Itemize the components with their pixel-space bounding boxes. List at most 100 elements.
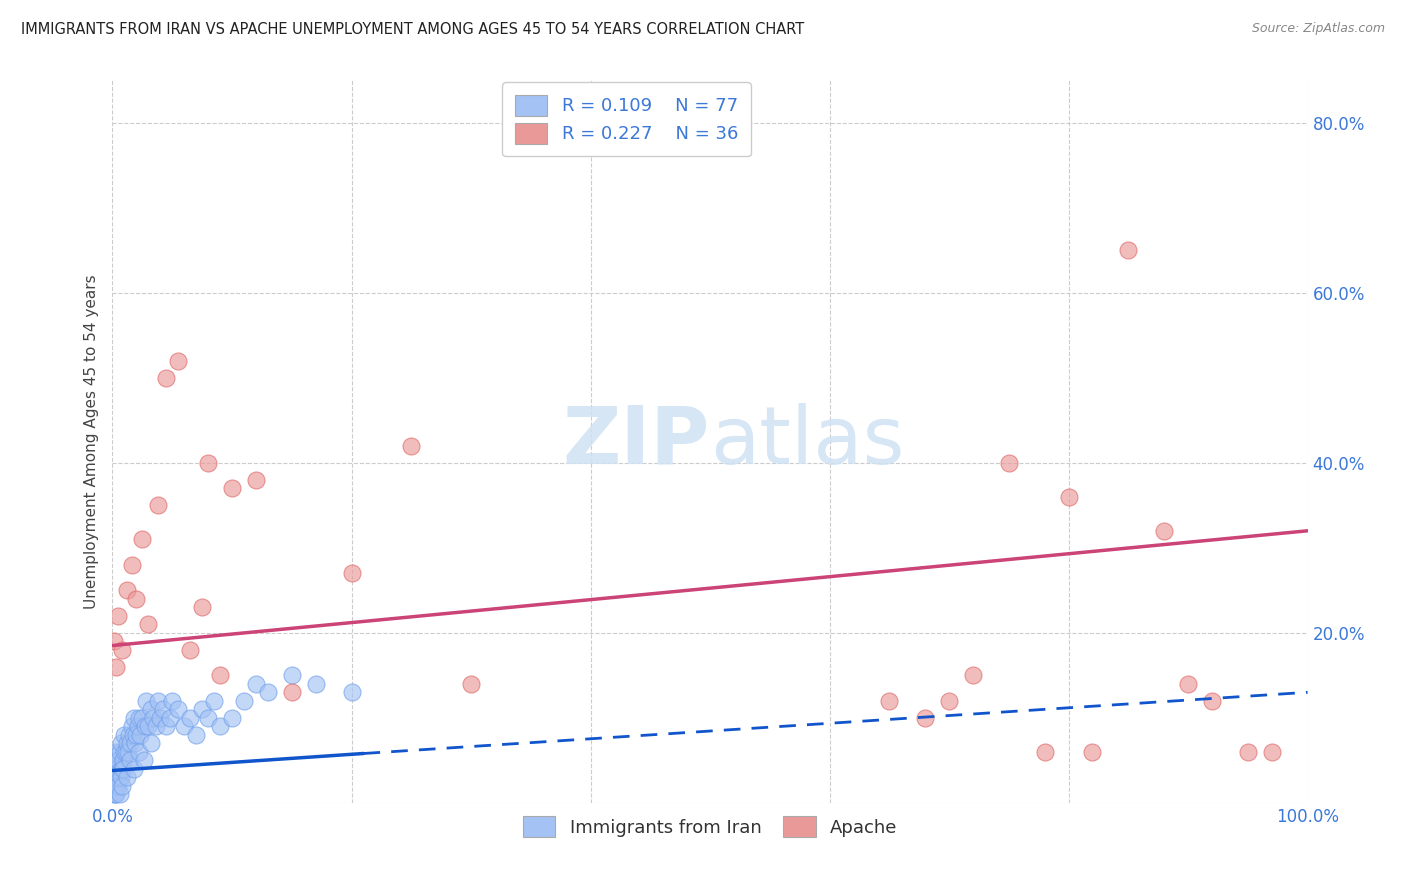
- Point: [139, 736, 162, 750]
- Point: [108, 745, 131, 759]
- Point: [460, 677, 482, 691]
- Point: [105, 770, 128, 784]
- Point: [103, 762, 125, 776]
- Legend: Immigrants from Iran, Apache: Immigrants from Iran, Apache: [516, 809, 904, 845]
- Point: [135, 694, 157, 708]
- Point: [105, 660, 128, 674]
- Point: [281, 685, 304, 699]
- Point: [122, 711, 145, 725]
- Point: [120, 736, 142, 750]
- Point: [122, 762, 145, 776]
- Point: [110, 736, 132, 750]
- Point: [245, 473, 267, 487]
- Point: [108, 770, 131, 784]
- Point: [125, 728, 148, 742]
- Point: [112, 753, 135, 767]
- Point: [111, 779, 134, 793]
- Point: [103, 634, 125, 648]
- Point: [107, 608, 129, 623]
- Point: [103, 779, 125, 793]
- Y-axis label: Unemployment Among Ages 45 to 54 years: Unemployment Among Ages 45 to 54 years: [83, 274, 98, 609]
- Point: [107, 770, 129, 784]
- Point: [1057, 490, 1080, 504]
- Point: [142, 711, 165, 725]
- Point: [138, 617, 160, 632]
- Point: [179, 711, 201, 725]
- Point: [1201, 694, 1223, 708]
- Point: [105, 762, 128, 776]
- Point: [305, 677, 328, 691]
- Text: Source: ZipAtlas.com: Source: ZipAtlas.com: [1251, 22, 1385, 36]
- Point: [115, 770, 138, 784]
- Point: [115, 583, 138, 598]
- Point: [179, 642, 201, 657]
- Point: [105, 779, 128, 793]
- Point: [128, 711, 150, 725]
- Point: [120, 753, 142, 767]
- Point: [962, 668, 984, 682]
- Point: [104, 753, 127, 767]
- Point: [879, 694, 901, 708]
- Point: [149, 711, 172, 725]
- Point: [167, 702, 190, 716]
- Point: [121, 728, 143, 742]
- Point: [197, 711, 219, 725]
- Point: [114, 745, 136, 759]
- Point: [103, 770, 125, 784]
- Text: ZIP: ZIP: [562, 402, 710, 481]
- Point: [121, 558, 143, 572]
- Point: [1033, 745, 1056, 759]
- Point: [134, 719, 156, 733]
- Point: [914, 711, 936, 725]
- Point: [998, 456, 1021, 470]
- Point: [105, 762, 128, 776]
- Point: [111, 642, 134, 657]
- Point: [108, 787, 131, 801]
- Point: [114, 745, 135, 759]
- Point: [121, 719, 143, 733]
- Point: [152, 702, 174, 716]
- Point: [155, 371, 177, 385]
- Point: [131, 711, 153, 725]
- Point: [281, 668, 304, 682]
- Point: [173, 719, 195, 733]
- Point: [107, 779, 129, 793]
- Point: [125, 591, 148, 606]
- Point: [159, 711, 181, 725]
- Point: [938, 694, 960, 708]
- Point: [112, 762, 135, 776]
- Point: [340, 566, 363, 581]
- Point: [104, 770, 127, 784]
- Point: [1081, 745, 1104, 759]
- Point: [401, 439, 423, 453]
- Point: [209, 668, 232, 682]
- Point: [129, 728, 152, 742]
- Text: IMMIGRANTS FROM IRAN VS APACHE UNEMPLOYMENT AMONG AGES 45 TO 54 YEARS CORRELATIO: IMMIGRANTS FROM IRAN VS APACHE UNEMPLOYM…: [21, 22, 804, 37]
- Text: atlas: atlas: [710, 402, 904, 481]
- Point: [131, 533, 153, 547]
- Point: [221, 711, 243, 725]
- Point: [107, 753, 129, 767]
- Point: [115, 736, 138, 750]
- Point: [127, 719, 149, 733]
- Point: [105, 745, 128, 759]
- Point: [1118, 244, 1140, 258]
- Point: [155, 719, 177, 733]
- Point: [1237, 745, 1260, 759]
- Point: [105, 787, 128, 801]
- Point: [138, 719, 160, 733]
- Point: [146, 498, 169, 512]
- Point: [1177, 677, 1199, 691]
- Point: [202, 694, 225, 708]
- Point: [132, 753, 155, 767]
- Point: [118, 728, 141, 742]
- Point: [233, 694, 256, 708]
- Point: [114, 728, 135, 742]
- Point: [191, 702, 214, 716]
- Point: [117, 745, 139, 759]
- Point: [191, 600, 214, 615]
- Point: [1153, 524, 1175, 538]
- Point: [124, 736, 146, 750]
- Point: [340, 685, 363, 699]
- Point: [128, 745, 150, 759]
